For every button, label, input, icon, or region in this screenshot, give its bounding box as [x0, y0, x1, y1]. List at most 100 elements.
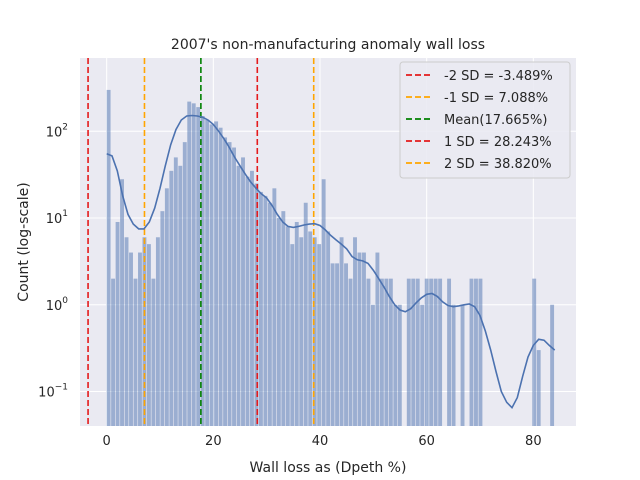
- histogram-bar: [138, 252, 142, 426]
- histogram-bar: [362, 252, 366, 426]
- chart-title: 2007's non-manufacturing anomaly wall lo…: [171, 37, 485, 53]
- histogram-bar: [308, 231, 313, 426]
- histogram-bar: [267, 202, 272, 426]
- x-tick-label: 20: [205, 434, 222, 449]
- histogram-bar: [124, 237, 129, 426]
- histogram-bar: [447, 278, 452, 426]
- histogram-bar: [451, 304, 456, 426]
- histogram-bar: [250, 170, 254, 426]
- histogram-bar: [321, 179, 326, 426]
- sd-lines: [87, 58, 315, 426]
- y-tick-label: 101: [46, 209, 68, 227]
- y-tick-label: 102: [46, 122, 68, 140]
- histogram-bar: [182, 142, 187, 426]
- histogram-bar: [357, 252, 362, 426]
- histogram-bar: [187, 101, 192, 426]
- histogram-bar: [205, 119, 210, 426]
- histogram-bar: [397, 304, 402, 426]
- histogram-bar: [173, 157, 178, 426]
- histogram-bar: [366, 278, 371, 426]
- histogram-bar: [133, 278, 138, 426]
- histogram-bar: [420, 304, 425, 426]
- histogram-bar: [254, 183, 259, 426]
- histogram-bar: [326, 231, 331, 426]
- histogram-bar: [375, 252, 380, 426]
- histogram-bar: [151, 278, 156, 426]
- histogram-bar: [384, 278, 389, 426]
- histogram-bar: [209, 124, 214, 427]
- histogram-bar: [241, 157, 245, 426]
- histogram-bar: [196, 107, 201, 426]
- histogram-bar: [317, 244, 322, 426]
- x-tick-label: 40: [312, 434, 329, 449]
- legend-label: -1 SD = 7.088%: [444, 91, 548, 106]
- histogram-bar: [433, 278, 438, 426]
- histogram-bar: [232, 147, 236, 426]
- y-tick-labels: 10−1 100 101 102: [38, 122, 68, 400]
- histogram-bar: [550, 304, 555, 426]
- x-tick-label: 0: [103, 434, 111, 449]
- histogram-bar: [129, 252, 133, 426]
- histogram-bar: [155, 237, 160, 426]
- histogram-bar: [415, 278, 420, 426]
- histogram-bar: [218, 127, 223, 426]
- histogram-bar: [339, 237, 344, 426]
- legend-box: [399, 61, 571, 179]
- y-axis-label: Count (log-scale): [16, 182, 32, 301]
- histogram-bar: [335, 263, 340, 426]
- histogram-bar: [115, 221, 120, 426]
- histogram-bar: [344, 263, 348, 426]
- histogram-bar: [169, 170, 174, 426]
- histogram-bar: [223, 137, 228, 427]
- x-tick-label: 80: [525, 434, 542, 449]
- histogram-bar: [245, 176, 250, 426]
- histogram-bar: [236, 165, 241, 426]
- histogram-bar: [276, 218, 281, 426]
- y-tick-label: 100: [46, 296, 69, 314]
- histogram-bar: [424, 278, 429, 426]
- histogram-bar: [303, 202, 308, 426]
- histogram-bar: [469, 278, 474, 426]
- histogram-bar: [294, 221, 299, 426]
- y-tick-label: 10−1: [38, 382, 68, 400]
- histogram-bar: [160, 211, 165, 426]
- histogram-bar: [348, 278, 353, 426]
- histogram-bar: [281, 211, 286, 426]
- histogram-bar: [379, 278, 384, 426]
- histogram-bar: [353, 237, 357, 426]
- histogram-bar: [285, 226, 290, 426]
- x-tick-labels: 0 20 40 60 80: [103, 434, 542, 449]
- histogram-bar: [263, 195, 268, 426]
- x-axis-label: Wall loss as (Dpeth %): [250, 460, 407, 476]
- histogram-bar: [120, 179, 124, 426]
- histogram-bar: [393, 304, 398, 426]
- histogram-bar: [330, 263, 335, 426]
- histogram-bar: [272, 188, 277, 426]
- legend-label: 2 SD = 38.820%: [444, 157, 552, 172]
- histogram-bar: [214, 121, 219, 426]
- legend: -2 SD = -3.489% -1 SD = 7.088% Mean(17.665…: [399, 61, 571, 179]
- histogram-bar: [258, 191, 263, 426]
- legend-label: -2 SD = -3.489%: [444, 69, 553, 84]
- histogram-bar: [299, 237, 304, 426]
- histogram-bar: [178, 165, 183, 426]
- histogram-bar: [200, 116, 205, 426]
- legend-label: 1 SD = 28.243%: [444, 135, 552, 150]
- histogram-bar: [164, 188, 169, 426]
- histogram-bar: [429, 278, 434, 426]
- histogram-bar: [532, 278, 537, 426]
- histogram-bars: [106, 89, 555, 427]
- histogram-bar: [406, 278, 411, 426]
- histogram-bar: [388, 278, 393, 426]
- histogram-bar: [478, 278, 483, 426]
- x-tick-label: 60: [418, 434, 435, 449]
- histogram-bar: [312, 237, 317, 426]
- histogram-bar: [411, 278, 416, 426]
- histogram-bar: [146, 244, 151, 426]
- histogram-bar: [460, 304, 465, 426]
- histogram-bar: [536, 350, 541, 426]
- legend-label: Mean(17.665%): [444, 113, 547, 128]
- histogram-bar: [438, 278, 443, 426]
- kde-curve: [106, 114, 556, 410]
